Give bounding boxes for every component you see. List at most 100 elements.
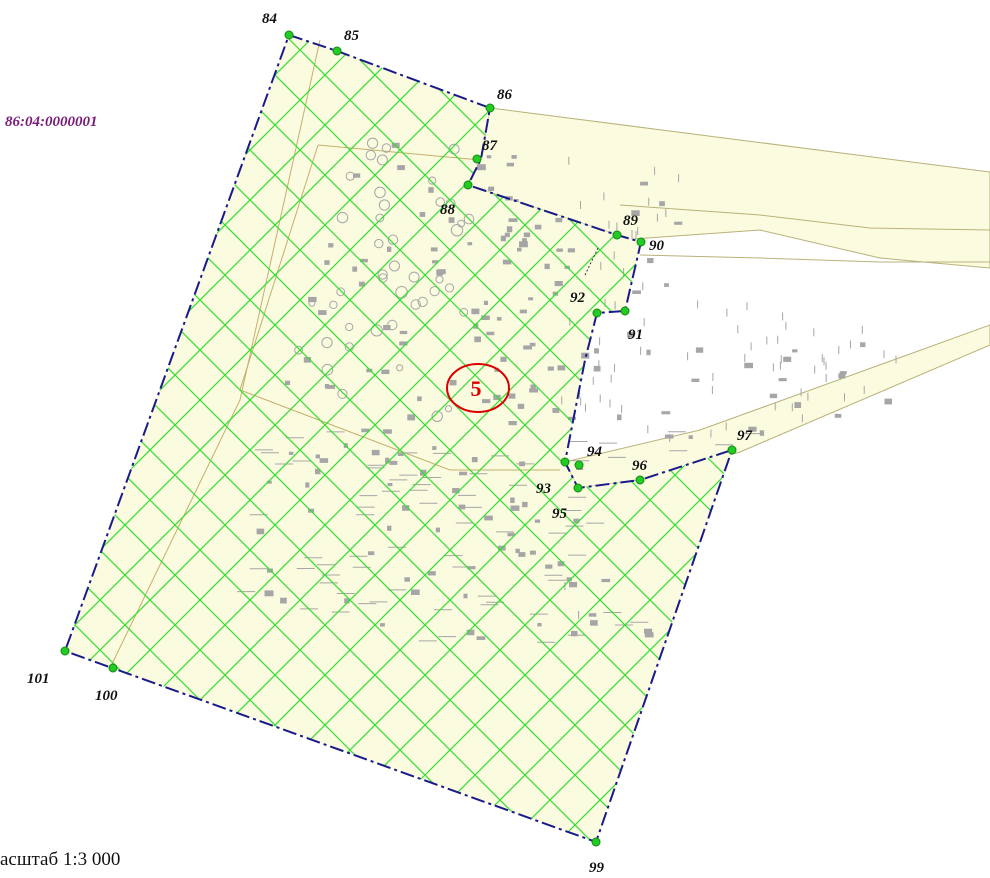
forest-symbol (508, 218, 518, 222)
forest-symbol (305, 482, 310, 488)
forest-symbol (315, 468, 321, 475)
point-94[interactable]: 94 (574, 444, 603, 470)
forest-symbol (748, 426, 757, 432)
forest-symbol (397, 452, 404, 456)
point-label: 96 (632, 458, 648, 474)
point-86[interactable]: 86 (485, 87, 513, 113)
forest-symbol (375, 213, 385, 223)
point-89[interactable]: 89 (612, 213, 639, 240)
hatch-line (65, 35, 101, 842)
forest-symbol (463, 593, 468, 599)
point-91[interactable]: 91 (620, 306, 643, 343)
forest-symbol (534, 519, 541, 523)
forest-symbol (769, 393, 778, 399)
forest-symbol (544, 263, 550, 270)
forest-symbol (435, 275, 444, 284)
point-label: 95 (552, 506, 568, 522)
forest-symbol (459, 307, 469, 317)
forest-symbol (640, 181, 648, 186)
forest-symbol (365, 150, 376, 161)
point-93[interactable]: 93 (536, 457, 570, 497)
forest-symbol (646, 349, 651, 356)
point-101[interactable]: 101 (27, 646, 70, 687)
point-92[interactable]: 92 (570, 290, 602, 318)
forest-symbol (387, 525, 392, 531)
forest-symbol (484, 515, 493, 521)
hatch-line (299, 35, 732, 842)
forest-symbol (435, 527, 440, 533)
point-97[interactable]: 97 (727, 428, 753, 455)
forest-symbol (417, 296, 428, 307)
forest-symbol (378, 199, 390, 211)
forest-symbol (417, 396, 422, 402)
forest-symbol (361, 428, 370, 433)
hatch-line (900, 0, 990, 878)
forest-symbol (435, 197, 446, 207)
forest-symbol (529, 388, 538, 393)
hatch-line (850, 0, 990, 878)
point-96[interactable]: 96 (632, 458, 648, 485)
forest-symbol (404, 577, 410, 582)
hatch-line (800, 0, 990, 878)
forest-symbol (428, 176, 437, 185)
forest-symbol (458, 504, 466, 510)
forest-symbol (471, 457, 478, 463)
forest-symbol (321, 337, 333, 349)
forest-symbol (567, 248, 575, 253)
forest-symbol (691, 378, 700, 382)
forest-symbol (834, 413, 842, 418)
forest-symbol (449, 379, 457, 386)
hatch-line (0, 0, 50, 878)
forest-symbol (383, 325, 391, 331)
forest-symbol (387, 483, 393, 487)
forest-symbol (518, 552, 526, 557)
forest-symbol (466, 629, 475, 636)
cadastral-quarter-label: 86:04:0000001 (5, 114, 98, 130)
point-95[interactable]: 95 (552, 483, 583, 522)
forest-symbol (508, 393, 516, 399)
forest-symbol (345, 171, 355, 181)
point-84[interactable]: 84 (262, 11, 294, 40)
forest-symbol (377, 269, 388, 280)
forest-symbol (448, 217, 455, 223)
forest-symbol (459, 471, 468, 476)
forest-symbol (631, 210, 640, 216)
forest-symbol (496, 317, 502, 321)
forest-symbol (529, 342, 536, 347)
forest-symbol (427, 571, 436, 576)
forest-symbol (374, 238, 384, 249)
forest-symbol (508, 421, 517, 426)
forest-symbol (353, 173, 361, 178)
hatch-line (850, 0, 990, 878)
forest-symbol (308, 299, 316, 307)
forest-symbol (429, 286, 440, 297)
point-label: 100 (95, 688, 118, 704)
forest-symbol (431, 410, 443, 422)
forest-symbol (510, 497, 515, 503)
forest-symbol (381, 143, 392, 153)
forest-symbol (547, 366, 554, 371)
point-85[interactable]: 85 (332, 28, 360, 56)
forest-symbol (534, 224, 542, 230)
boundary-points: 84 85 86 87 88 89 90 91 (27, 11, 753, 876)
forest-symbol (344, 598, 350, 604)
forest-symbol (552, 291, 559, 296)
forest-symbol (664, 434, 674, 439)
forest-symbol (783, 356, 792, 362)
forest-symbol (467, 242, 473, 246)
point-87[interactable]: 87 (472, 138, 498, 164)
forest-symbol (483, 300, 488, 305)
forest-symbol (367, 137, 379, 149)
point-100[interactable]: 100 (95, 663, 118, 704)
forest-symbol (588, 613, 597, 617)
forest-symbol (759, 430, 765, 436)
point-88[interactable]: 88 (440, 180, 473, 218)
forest-symbol (522, 501, 528, 508)
forest-symbol (519, 309, 527, 314)
forest-symbol (569, 582, 578, 588)
forest-symbol (360, 258, 368, 263)
forest-symbol (488, 186, 495, 191)
point-90[interactable]: 90 (636, 237, 665, 254)
point-99[interactable]: 99 (589, 837, 605, 876)
point-label: 89 (623, 213, 639, 229)
